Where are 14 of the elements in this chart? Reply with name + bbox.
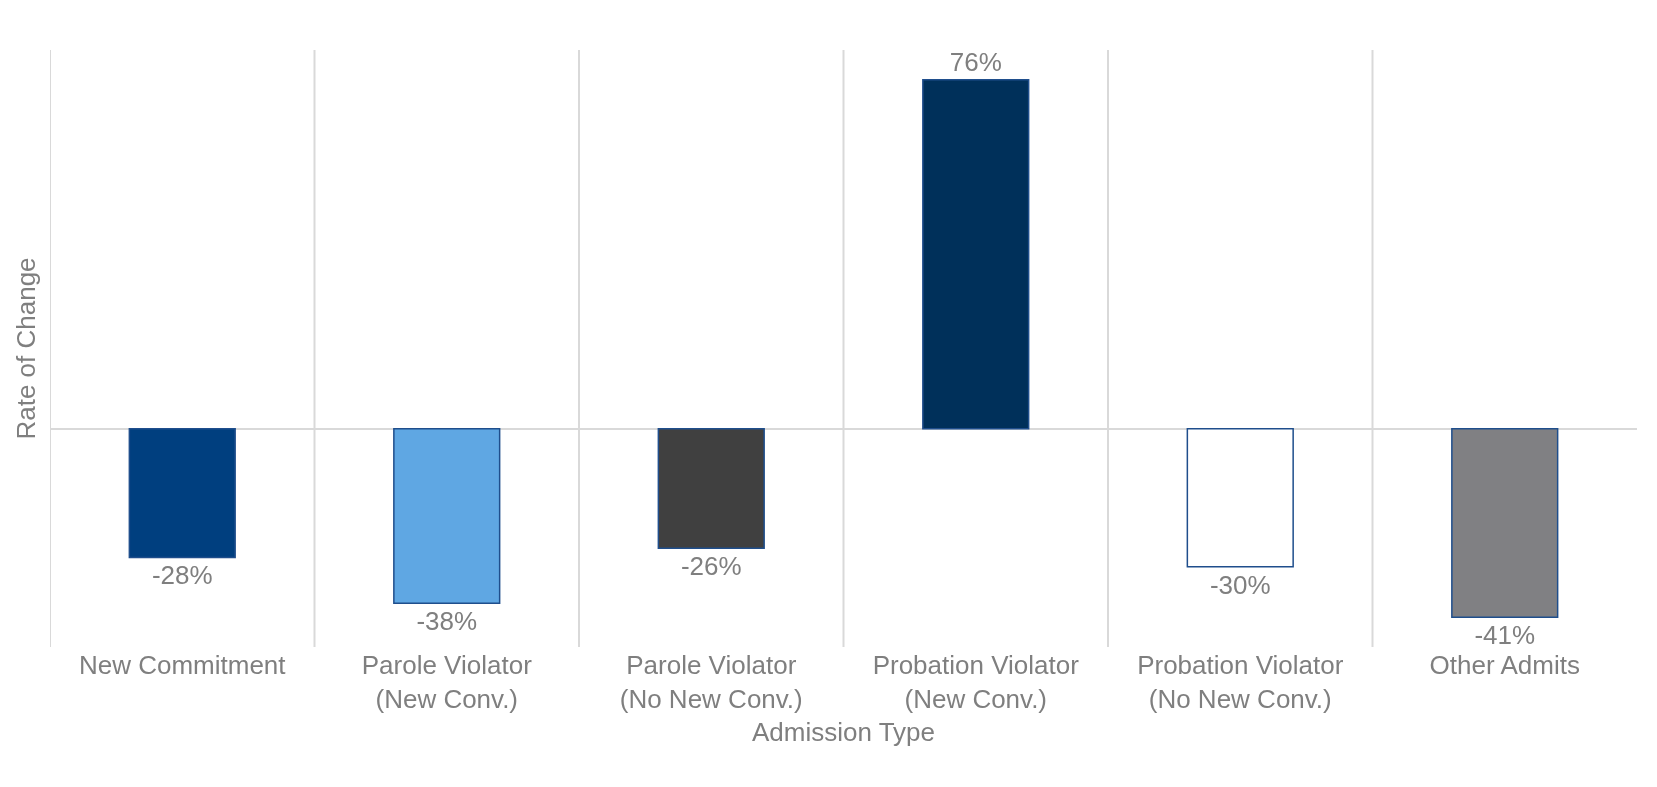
x-tick-label: Other Admits — [1429, 650, 1580, 680]
x-tick-label: Probation Violator (No New Conv.) — [1137, 650, 1344, 714]
data-label: -26% — [680, 551, 742, 582]
data-label: -28% — [151, 560, 213, 591]
x-tick-label: New Commitment — [78, 650, 287, 680]
data-label: -30% — [1209, 569, 1271, 600]
data-label: -41% — [1474, 620, 1536, 651]
x-tick-label: Parole Violator (No New Conv.) — [619, 650, 803, 714]
data-label: -38% — [416, 606, 478, 637]
x-tick-label: Probation Violator (New Conv.) — [872, 650, 1080, 714]
y-axis-title: Rate of Change — [11, 257, 42, 440]
data-label: 76% — [949, 46, 1002, 77]
x-tick-label: Parole Violator (New Conv.) — [361, 650, 533, 714]
x-axis-title: Admission Type — [751, 717, 936, 748]
